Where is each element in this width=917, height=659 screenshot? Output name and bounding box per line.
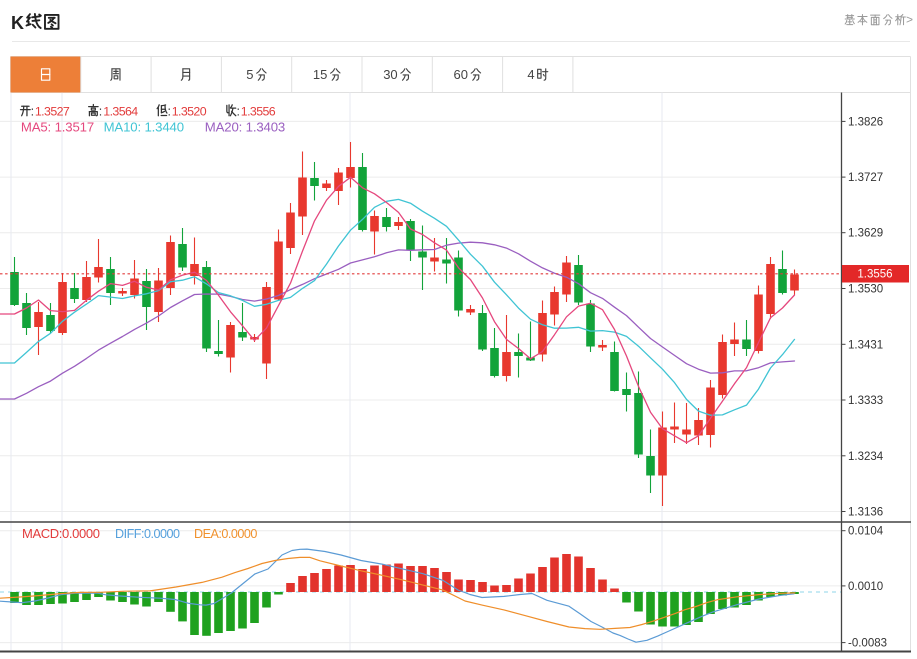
svg-text:DIFF:0.0000: DIFF:0.0000 (115, 527, 180, 541)
svg-text:>: > (906, 13, 913, 27)
svg-text:1.3556: 1.3556 (241, 105, 276, 119)
svg-text:15: 15 (313, 67, 327, 82)
svg-text:5: 5 (246, 67, 253, 82)
svg-text:1.3564: 1.3564 (103, 105, 138, 119)
svg-text:30: 30 (383, 67, 397, 82)
svg-text:60: 60 (454, 67, 468, 82)
svg-text:MACD:0.0000: MACD:0.0000 (22, 526, 100, 541)
svg-text:1.3136: 1.3136 (848, 507, 883, 519)
svg-text:MA10: 1.3440: MA10: 1.3440 (104, 120, 184, 135)
svg-text::: : (31, 105, 34, 119)
svg-text:1.3431: 1.3431 (848, 339, 883, 351)
svg-text:1.3333: 1.3333 (848, 395, 883, 407)
svg-text:1.3527: 1.3527 (35, 105, 70, 119)
svg-text:K: K (11, 13, 24, 33)
svg-text:1.3520: 1.3520 (172, 105, 207, 119)
svg-text:0.0010: 0.0010 (848, 581, 883, 593)
svg-text:1.3530: 1.3530 (848, 284, 883, 296)
svg-text:DEA:0.0000: DEA:0.0000 (194, 527, 257, 541)
svg-text:MA5: 1.3517: MA5: 1.3517 (21, 120, 94, 135)
svg-text:-0.0083: -0.0083 (848, 638, 887, 650)
svg-text::: : (99, 105, 102, 119)
svg-text::: : (237, 105, 240, 119)
svg-text:1.3629: 1.3629 (848, 228, 883, 240)
svg-text:1.3826: 1.3826 (848, 116, 883, 128)
svg-text:4: 4 (527, 67, 534, 82)
svg-text:1.3727: 1.3727 (848, 172, 883, 184)
svg-text:1.3234: 1.3234 (848, 451, 884, 463)
svg-text:1.3556: 1.3556 (857, 269, 892, 281)
svg-text::: : (168, 105, 171, 119)
svg-text:0.0104: 0.0104 (848, 526, 884, 538)
svg-text:MA20: 1.3403: MA20: 1.3403 (205, 120, 285, 135)
